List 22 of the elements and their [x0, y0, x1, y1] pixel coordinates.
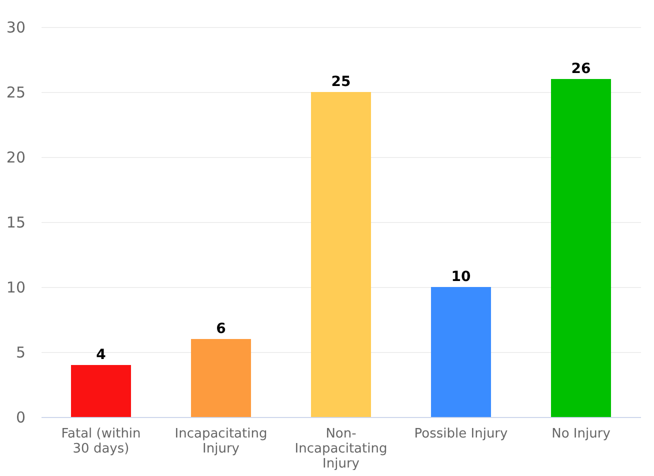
x-tick-label: Non-Incapacitating Injury: [294, 426, 388, 472]
y-tick-label: 25: [6, 84, 26, 102]
y-tick-label: 30: [6, 18, 26, 36]
bar: [191, 339, 251, 417]
data-label: 4: [96, 347, 106, 363]
data-label: 10: [451, 269, 471, 285]
bar: [551, 79, 611, 417]
y-tick-label: 15: [6, 214, 26, 232]
y-tick-label: 20: [6, 148, 26, 166]
data-label: 6: [216, 321, 226, 337]
y-tick-label: 10: [6, 278, 26, 296]
x-tick-label: Incapacitating Injury: [174, 426, 268, 456]
bar: [431, 287, 491, 417]
data-label: 26: [571, 61, 591, 77]
x-tick-label: Fatal (within 30 days): [61, 426, 141, 456]
x-tick-label: No Injury: [552, 426, 611, 442]
y-tick-label: 5: [16, 344, 26, 362]
data-label: 25: [331, 74, 351, 90]
y-tick-label: 0: [16, 408, 26, 426]
x-tick-label: Possible Injury: [414, 426, 508, 442]
bar: [311, 92, 371, 417]
bar: [71, 365, 131, 417]
